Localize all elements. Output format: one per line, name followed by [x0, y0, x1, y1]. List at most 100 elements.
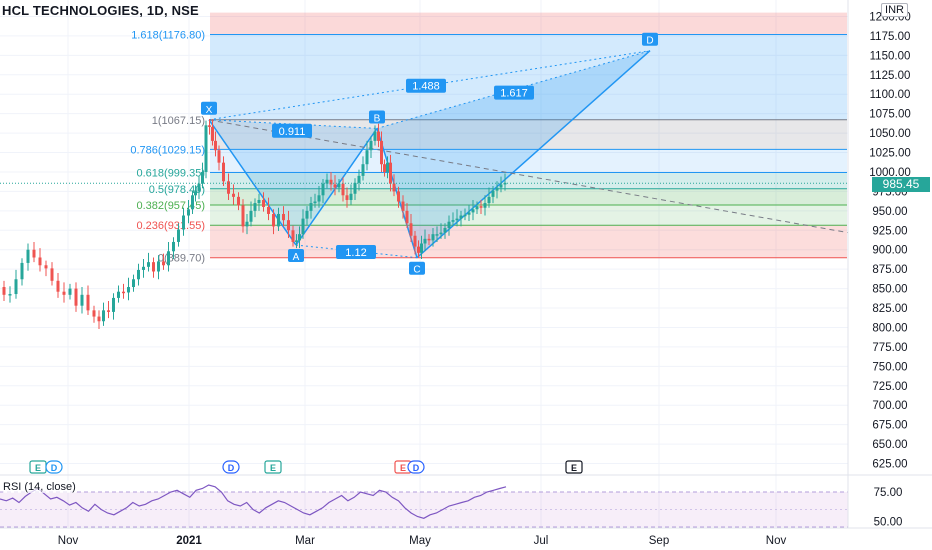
candle-body [204, 125, 208, 172]
candle-body [241, 205, 245, 227]
candle-body [172, 241, 175, 252]
price-tick-label: 750.00 [872, 361, 907, 373]
price-tick-label: 1050.00 [869, 128, 911, 140]
candle-body [38, 257, 42, 266]
candle-body [405, 210, 409, 224]
event-marker-label: E [400, 463, 406, 473]
time-tick-label: 2021 [176, 535, 202, 547]
rsi-tick-label: 75.00 [874, 487, 903, 499]
candle-body [44, 265, 48, 269]
ratio-badge [406, 78, 446, 93]
pattern-point-label: C [413, 265, 420, 276]
candle-body [341, 183, 345, 196]
candle-body [459, 215, 463, 219]
candle-body [132, 279, 135, 288]
candle-body [2, 287, 6, 295]
candle-body [86, 294, 90, 311]
axes: 1200.001175.001150.001125.001100.001075.… [58, 0, 911, 547]
candle-body [495, 187, 499, 191]
price-tick-label: 675.00 [872, 420, 907, 432]
candle-body [295, 240, 298, 242]
time-tick-label: Jul [534, 535, 549, 547]
fibonacci-retracement[interactable]: 1.618(1176.80) 1(1067.15) 0.786(1029.15) 0.… [130, 12, 847, 265]
candle-body [431, 234, 435, 241]
price-tick-label: 625.00 [872, 459, 907, 471]
candle-body [211, 126, 214, 141]
candle-body [389, 162, 392, 184]
candle-body [217, 150, 221, 163]
candle-body [413, 235, 417, 247]
candle-body [491, 190, 495, 197]
candle-body [112, 297, 115, 312]
time-tick-label: Sep [649, 535, 669, 547]
candle-body [423, 238, 427, 244]
fib-zone [210, 119, 847, 150]
candle-body [309, 203, 313, 211]
harmonic-pattern[interactable]: X A B C D 0.911 1.12 1.488 1.617 [201, 32, 849, 276]
candle-body [380, 140, 383, 165]
ratio-badge [272, 123, 312, 138]
candle-body [167, 251, 170, 266]
currency-button[interactable]: INR [881, 3, 908, 17]
candle-body [361, 164, 365, 176]
pattern-ratio-line [208, 50, 651, 121]
candle-body [117, 291, 120, 298]
candle-body [345, 195, 349, 200]
candle-body [277, 213, 280, 227]
candle-body [369, 140, 373, 151]
candle-body [483, 203, 487, 208]
candle-body [471, 209, 475, 213]
price-tick-label: 875.00 [872, 264, 907, 276]
fib-zone [210, 225, 847, 258]
candle-body [227, 181, 230, 194]
candle-body [383, 164, 386, 172]
fib-zone [210, 205, 847, 226]
event-marker [565, 460, 583, 474]
pattern-leg [208, 119, 297, 246]
candle-body [80, 294, 84, 306]
candle-body [287, 220, 290, 231]
ratio-badge [494, 85, 534, 100]
pattern-point-badge [642, 32, 658, 46]
candle-body [147, 262, 150, 267]
rsi-indicator-label[interactable]: RSI (14, close) [3, 481, 76, 493]
candle-body [447, 221, 451, 228]
pattern-point-badge [201, 101, 217, 115]
ratio-badge [336, 245, 376, 260]
fib-level-label: 0.786(1029.15) [130, 144, 205, 156]
candle-body [68, 288, 72, 295]
candle-body [487, 196, 491, 204]
candle-body [377, 131, 380, 141]
candle-body [451, 220, 455, 222]
candle-body [463, 214, 467, 217]
price-tick-label: 850.00 [872, 284, 907, 296]
candle-body [152, 262, 155, 272]
fib-zone [210, 172, 847, 189]
candle-body [455, 218, 459, 221]
pattern-point-label: A [293, 252, 300, 263]
fib-level-label: 1.618(1176.80) [131, 30, 205, 42]
candle-body [107, 310, 110, 312]
candle-body [291, 230, 295, 242]
candle-body [365, 150, 369, 165]
candle-body [420, 243, 423, 253]
candle-body [313, 201, 317, 204]
candle-body [439, 232, 443, 235]
candle-body [353, 182, 357, 194]
pattern-point-label: X [206, 105, 213, 116]
candle-body [475, 206, 479, 210]
event-marker-label: D [228, 463, 235, 473]
event-marker-label: E [35, 463, 41, 473]
price-tick-label: 950.00 [872, 206, 907, 218]
ratio-label: 1.12 [345, 247, 366, 259]
candle-body [222, 162, 225, 182]
candle-body [56, 280, 60, 292]
candle-body [443, 227, 447, 233]
candle-body [182, 215, 185, 230]
event-marker-label: E [571, 463, 577, 473]
price-tick-label: 800.00 [872, 322, 907, 334]
candle-body [392, 183, 396, 192]
